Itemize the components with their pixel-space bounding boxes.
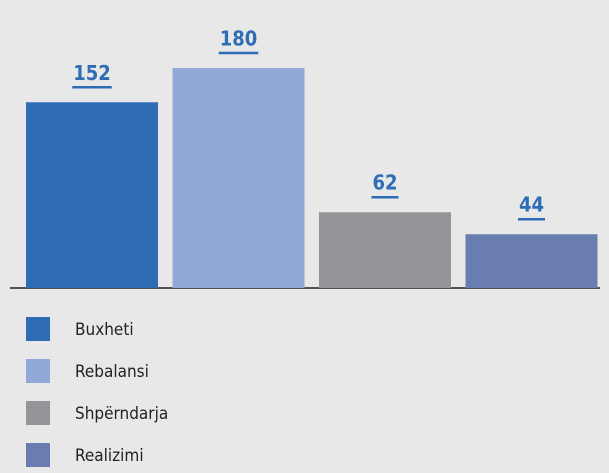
bar	[172, 68, 305, 288]
legend-swatch	[26, 317, 50, 341]
legend-label: Shpërndarja	[75, 404, 168, 424]
legend-label: Realizimi	[75, 446, 144, 466]
bar	[319, 212, 451, 288]
value-label: 62	[372, 171, 397, 195]
legend-label: Rebalansi	[75, 362, 149, 382]
value-label: 152	[73, 61, 111, 85]
legend-swatch	[26, 359, 50, 383]
legend-label: Buxheti	[75, 320, 134, 340]
legend-swatch	[26, 401, 50, 425]
value-label: 180	[220, 27, 258, 51]
legend-swatch	[26, 443, 50, 467]
value-label: 44	[519, 193, 544, 217]
bar	[26, 102, 158, 288]
bar	[465, 234, 598, 288]
